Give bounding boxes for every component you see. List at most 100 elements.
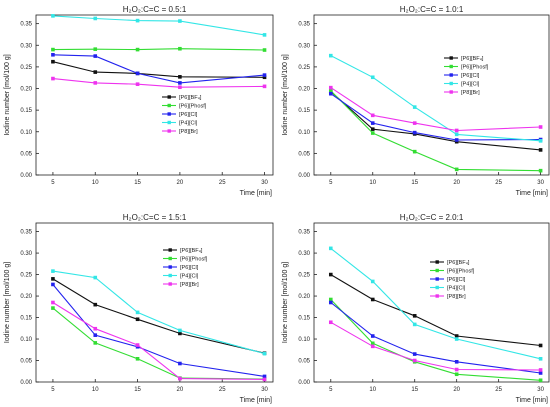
- data-point: [370, 113, 375, 118]
- data-point: [412, 322, 417, 327]
- x-tick-label: 20: [177, 387, 184, 393]
- legend-marker: [449, 73, 453, 77]
- y-tick-label: 0.20: [20, 294, 32, 300]
- x-tick-label: 30: [261, 387, 268, 393]
- y-tick-label: 0.10: [20, 337, 32, 343]
- legend-marker: [167, 129, 171, 133]
- series-line-2: [330, 90, 541, 172]
- y-tick-label: 0.00: [20, 173, 32, 179]
- series-line-3: [52, 54, 265, 84]
- data-point: [538, 356, 543, 361]
- data-point: [454, 367, 459, 372]
- data-point: [328, 246, 333, 251]
- x-axis-label: Time [min]: [516, 190, 548, 197]
- data-point: [135, 18, 140, 23]
- y-tick-label: 0.35: [20, 22, 32, 28]
- series-line-2: [52, 307, 265, 380]
- data-point: [93, 333, 98, 337]
- plot-frame: [35, 222, 274, 383]
- data-point: [262, 374, 267, 379]
- y-tick-label: 0.25: [298, 65, 310, 71]
- legend-label: [P6][BF₄]: [180, 248, 203, 254]
- legend-label: [P6][Cl]: [461, 73, 480, 79]
- data-point: [538, 139, 543, 143]
- legend-label: [P6][Cl]: [447, 277, 466, 283]
- chart-title: H₂O₂:C=C = 1.0:1: [400, 5, 464, 14]
- data-point: [370, 127, 375, 131]
- data-point: [51, 14, 55, 18]
- legend-label: [P6][BF₄]: [447, 260, 470, 266]
- data-point: [328, 272, 333, 277]
- y-tick-label: 0.25: [298, 273, 310, 279]
- data-point: [51, 282, 55, 287]
- data-point: [93, 302, 98, 307]
- x-axis-label: Time [min]: [240, 190, 272, 197]
- legend-marker: [449, 90, 453, 94]
- legend-label: [P8][Br]: [180, 282, 199, 288]
- legend-marker: [168, 273, 172, 278]
- x-tick-label: 25: [495, 180, 502, 186]
- legend-marker: [435, 285, 439, 290]
- x-tick-label: 30: [537, 387, 544, 393]
- legend-label: [P6][Cl]: [179, 112, 198, 118]
- data-point: [51, 269, 55, 273]
- y-tick-label: 0.35: [20, 230, 32, 236]
- data-point: [412, 149, 417, 154]
- plot-frame: [313, 222, 550, 383]
- data-point: [93, 81, 98, 85]
- x-tick-label: 10: [92, 180, 99, 186]
- y-tick-label: 0.20: [20, 87, 32, 93]
- data-point: [51, 300, 55, 305]
- chart-panel-4: 0.00 0.05 0.10 0.15 0.20 0.25 0.30 0.35 5 10 15 20 2…: [282, 213, 550, 404]
- data-point: [135, 343, 140, 347]
- y-axis-label: Iodine number [mol/100 g]: [4, 54, 11, 135]
- data-point: [538, 168, 543, 173]
- legend: [P6][BF₄] [P6][Phosf] [P6][Cl] [P4][Cl] [P8]…: [162, 95, 207, 135]
- data-point: [178, 376, 182, 381]
- x-tick-label: 5: [329, 180, 333, 186]
- data-point: [178, 19, 182, 23]
- legend-marker: [168, 248, 172, 252]
- data-point: [328, 300, 333, 305]
- data-point: [370, 131, 375, 135]
- data-point: [51, 76, 55, 81]
- data-point: [328, 85, 333, 90]
- y-tick-label: 0.20: [298, 294, 310, 300]
- data-point: [262, 377, 267, 382]
- data-point: [454, 360, 459, 364]
- data-point: [262, 84, 267, 89]
- y-tick-label: 0.05: [298, 359, 310, 365]
- y-tick-label: 0.00: [298, 173, 310, 179]
- series-line-5: [330, 321, 541, 371]
- x-tick-label: 15: [134, 387, 141, 393]
- data-point: [178, 46, 182, 51]
- y-tick-label: 0.15: [20, 316, 32, 322]
- data-point: [538, 125, 543, 129]
- data-point: [454, 167, 459, 172]
- data-point: [135, 47, 140, 52]
- series-line-3: [330, 93, 541, 141]
- legend-label: [P6][BF₄]: [179, 95, 202, 101]
- x-tick-label: 20: [453, 180, 460, 186]
- x-axis-label: Time [min]: [516, 397, 548, 404]
- legend-marker: [435, 294, 439, 298]
- x-tick-label: 25: [219, 180, 226, 186]
- y-tick-label: 0.30: [20, 43, 32, 49]
- y-axis-label: Iodine number [mol/100 g]: [282, 54, 289, 135]
- y-tick-label: 0.00: [20, 380, 32, 386]
- data-point: [412, 314, 417, 318]
- y-tick-label: 0.15: [298, 316, 310, 322]
- series-line-5: [330, 87, 541, 132]
- data-point: [454, 334, 459, 338]
- data-point: [178, 85, 182, 90]
- x-tick-label: 20: [177, 180, 184, 186]
- series-line-4: [52, 15, 265, 36]
- data-point: [135, 310, 140, 315]
- legend-marker: [167, 120, 171, 125]
- chart-title: H₂O₂:C=C = 1.5:1: [123, 213, 187, 222]
- data-point: [178, 75, 182, 79]
- data-point: [538, 371, 543, 375]
- x-tick-label: 25: [495, 387, 502, 393]
- data-point: [370, 334, 375, 338]
- legend-label: [P6][Phosf]: [447, 269, 475, 275]
